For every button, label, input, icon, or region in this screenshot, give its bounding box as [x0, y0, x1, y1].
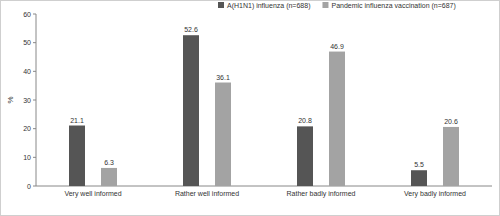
data-label: 52.6 [184, 26, 198, 33]
y-tick-label: 40 [23, 68, 31, 75]
frame [1, 1, 500, 216]
y-tick-label: 20 [23, 125, 31, 132]
legend-swatch [218, 2, 224, 8]
chart: 0 10 20 30 40 50 60% Very well informed 21.1 6.3 R… [0, 0, 500, 216]
bar [215, 83, 231, 186]
legend-label: Pandemic influenza vaccination (n=687) [331, 2, 455, 10]
data-label: 20.6 [444, 118, 458, 125]
y-tick-label: 60 [23, 11, 31, 18]
data-label: 20.8 [298, 117, 312, 124]
legend: A(H1N1) influenza (n=688) Pandemic influe… [218, 2, 456, 10]
bars [69, 35, 459, 186]
y-tick-label: 50 [23, 39, 31, 46]
bar [101, 168, 117, 186]
y-axis [36, 14, 37, 186]
bar [411, 170, 427, 186]
bar [69, 126, 85, 186]
bar [329, 52, 345, 186]
data-label: 6.3 [104, 159, 114, 166]
bar [297, 126, 313, 186]
bar [443, 127, 459, 186]
data-label: 5.5 [414, 161, 424, 168]
y-tick-label: 0 [27, 183, 31, 190]
y-tick-label: 10 [23, 154, 31, 161]
data-label: 36.1 [216, 74, 230, 81]
legend-swatch [322, 2, 328, 8]
y-axis-label: % [6, 96, 15, 103]
x-tick-label: Rather badly informed [287, 190, 356, 198]
bar [183, 35, 199, 186]
legend-label: A(H1N1) influenza (n=688) [227, 2, 310, 10]
y-tick-label: 30 [23, 97, 31, 104]
data-label: 21.1 [70, 117, 84, 124]
x-tick-label: Rather well informed [175, 190, 239, 197]
x-tick-label: Very badly informed [404, 190, 466, 198]
data-label: 46.9 [330, 43, 344, 50]
x-tick-label: Very well informed [64, 190, 121, 198]
